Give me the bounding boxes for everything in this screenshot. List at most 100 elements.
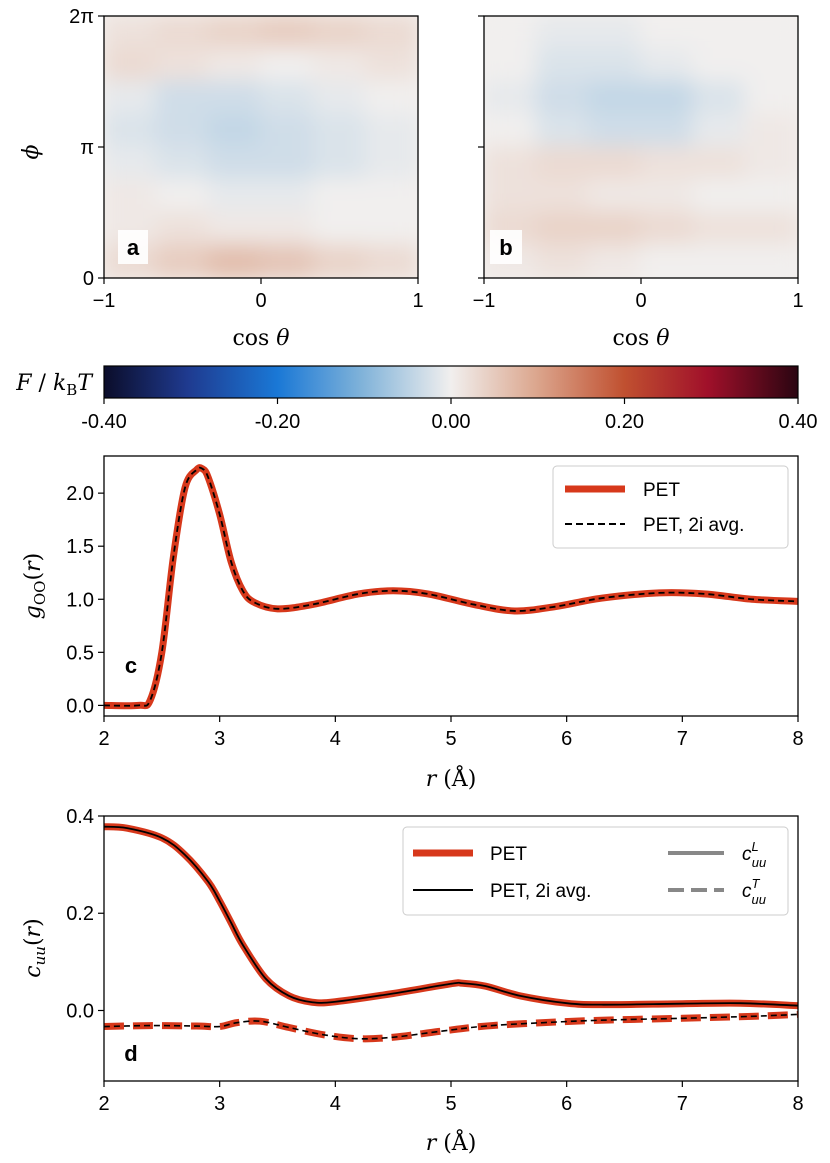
heatmap-cell — [207, 178, 262, 214]
heatmap-cell — [260, 211, 315, 247]
x-tick-label: 3 — [214, 728, 225, 750]
heatmap-cell — [155, 16, 210, 50]
y-tick-label: 1.0 — [66, 589, 94, 611]
legend-d-pet: PET — [490, 844, 527, 865]
y-tick-label: 2.0 — [66, 483, 94, 505]
y-tick-label: 0.0 — [66, 695, 94, 717]
heatmap-cell — [587, 80, 642, 116]
heatmap-cell — [640, 244, 695, 278]
heatmap-cell — [312, 178, 367, 214]
heatmap-cell — [587, 47, 642, 83]
heatmap-cell — [484, 178, 538, 214]
heatmap-cell — [640, 178, 695, 214]
x-tick-label: 1 — [412, 290, 423, 312]
heatmap-cell — [484, 80, 538, 116]
x-tick-label: 0 — [635, 290, 646, 312]
colorbar-label: F / kBT — [15, 371, 94, 399]
heatmap-panel-b: −1 0 1 b cos θ — [473, 15, 804, 351]
y-tick-label: π — [80, 137, 94, 159]
heatmap-cell — [535, 244, 590, 278]
heatmap-cell — [155, 178, 210, 214]
heatmap-cell — [692, 113, 747, 148]
heatmap-cell — [587, 113, 642, 148]
heatmap-cell — [535, 80, 590, 116]
heatmap-cell — [692, 80, 747, 116]
heatmap-cell — [692, 244, 747, 278]
heatmap-cell — [364, 80, 418, 116]
heatmap-cell — [260, 113, 315, 148]
legend-d: PET PET, 2i avg. cL uu cT uu — [402, 826, 789, 916]
heatmap-cell — [364, 178, 418, 214]
heatmap-cell — [207, 113, 262, 148]
heatmap-cell — [535, 211, 590, 247]
heatmap-cell — [587, 146, 642, 181]
colorbar-tick-label: -0.40 — [81, 411, 127, 433]
heatmap-cell — [744, 178, 798, 214]
line-panel-c: 2 3 4 5 6 7 8 0.0 0.5 1.0 1.5 2.0 c r (Å) gOO(r) PE… — [21, 455, 804, 792]
panel-label-b: b — [499, 235, 512, 260]
heatmap-cell — [104, 80, 158, 116]
y-tick-label: 0.5 — [66, 642, 94, 664]
heatmap-cell — [640, 146, 695, 181]
heatmap-cell — [744, 146, 798, 181]
y-tick-label: 0.4 — [66, 806, 94, 828]
heatmap-cell — [260, 16, 315, 50]
heatmap-cell — [640, 16, 695, 50]
x-tick-label: 2 — [98, 1093, 109, 1115]
heatmap-cell — [207, 47, 262, 83]
heatmap-cell — [260, 146, 315, 181]
heatmap-cell — [364, 146, 418, 181]
plot-d-xlabel: r (Å) — [426, 1128, 477, 1156]
heatmap-cell — [364, 16, 418, 50]
heatmap-cell — [744, 244, 798, 278]
legend-c: PET PET, 2i avg. — [552, 465, 789, 549]
x-tick-label: 3 — [214, 1093, 225, 1115]
plot-d-ylabel: cuu(r) — [21, 918, 49, 977]
heatmap-b-xlabel: cos θ — [612, 326, 669, 351]
colorbar-gradient — [103, 365, 799, 399]
heatmap-cell — [535, 47, 590, 83]
heatmap-cell — [155, 47, 210, 83]
series-pet-2i-avg-L — [104, 825, 798, 1007]
legend-c-pet: PET — [643, 480, 680, 501]
heatmap-cell — [484, 16, 538, 50]
heatmap-cell — [260, 47, 315, 83]
heatmap-cell — [692, 211, 747, 247]
heatmap-cell — [364, 113, 418, 148]
line-panel-d: 2 3 4 5 6 7 8 0.0 0.2 0.4 d r (Å) cuu(r) PET PET,… — [21, 806, 804, 1156]
heatmap-cell — [155, 146, 210, 181]
panel-label-c: c — [125, 653, 137, 678]
heatmap-cell — [364, 47, 418, 83]
heatmap-cell — [207, 80, 262, 116]
heatmap-cell — [364, 211, 418, 247]
heatmap-cell — [207, 211, 262, 247]
heatmap-cell — [260, 178, 315, 214]
panel-label-d: d — [124, 1041, 137, 1066]
heatmap-cell — [104, 113, 158, 148]
heatmap-cell — [692, 178, 747, 214]
panel-label-a-box — [118, 230, 148, 264]
heatmap-cell — [104, 16, 158, 50]
heatmap-cell — [207, 244, 262, 278]
heatmap-cell — [744, 16, 798, 50]
heatmap-cell — [692, 47, 747, 83]
x-tick-label: 4 — [330, 1093, 341, 1115]
panel-label-a: a — [127, 235, 140, 260]
heatmap-a-xlabel: cos θ — [232, 326, 289, 351]
heatmap-cell — [312, 47, 367, 83]
y-tick-label: 1.5 — [66, 536, 94, 558]
x-tick-label: 8 — [792, 1093, 803, 1115]
series-pet-2i-avg — [104, 466, 798, 707]
heatmap-cell — [155, 113, 210, 148]
heatmap-cell — [207, 16, 262, 50]
heatmap-cell — [640, 113, 695, 148]
heatmap-cell — [260, 80, 315, 116]
heatmap-cell — [744, 80, 798, 116]
heatmap-cell — [104, 47, 158, 83]
plot-c-xlabel: r (Å) — [426, 764, 477, 792]
heatmap-cell — [587, 16, 642, 50]
y-tick-label: 0 — [83, 268, 94, 290]
heatmap-cell — [692, 146, 747, 181]
